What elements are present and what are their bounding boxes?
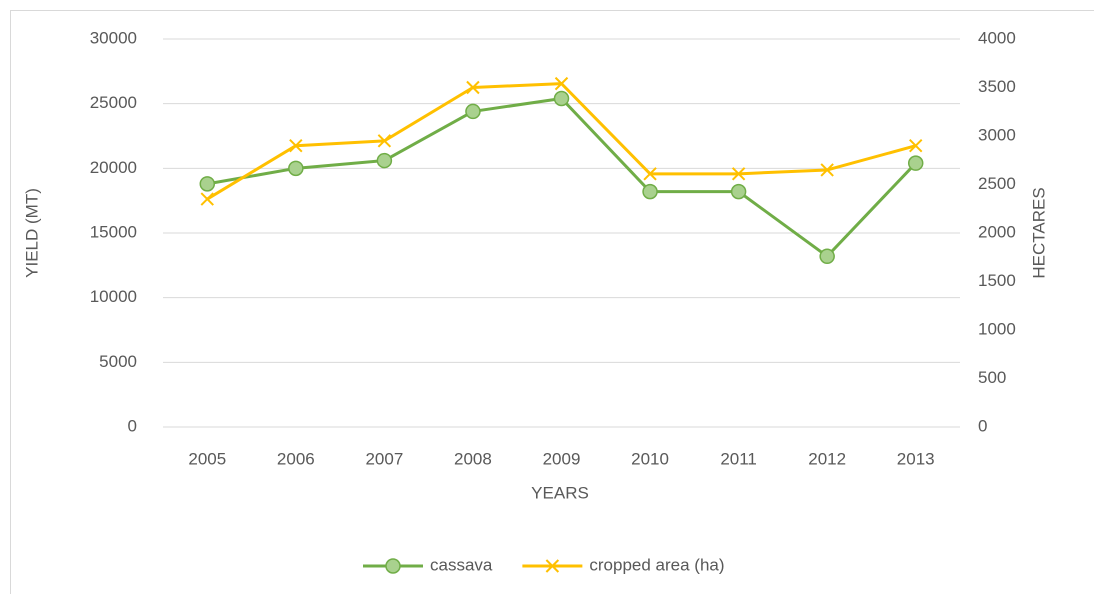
legend-label: cassava — [430, 555, 493, 574]
y2-tick-label: 2000 — [978, 222, 1016, 241]
legend-marker — [385, 558, 401, 574]
y2-axis-title: HECTARES — [1029, 187, 1048, 278]
y2-tick-label: 500 — [978, 368, 1006, 387]
y-tick-label: 10000 — [90, 287, 137, 306]
data-point — [377, 134, 392, 148]
data-point — [731, 167, 746, 181]
data-point — [553, 90, 570, 107]
y-tick-label: 25000 — [90, 93, 137, 112]
x-tick-label: 2006 — [277, 449, 315, 468]
y2-tick-label: 3500 — [978, 77, 1016, 96]
x-tick-label: 2011 — [720, 449, 757, 468]
legend-label: cropped area (ha) — [589, 555, 724, 574]
data-point — [289, 138, 303, 153]
y2-tick-label: 2500 — [978, 174, 1016, 193]
x-tick-label: 2009 — [543, 449, 581, 468]
chart-frame — [10, 10, 1094, 594]
x-axis-title: YEARS — [531, 483, 589, 502]
y-tick-label: 0 — [128, 416, 137, 435]
y-axis-title: YIELD (MT) — [22, 188, 41, 278]
data-point — [909, 138, 923, 153]
y-tick-label: 20000 — [90, 158, 137, 177]
data-point — [643, 167, 657, 181]
y2-tick-label: 0 — [978, 416, 987, 435]
x-tick-label: 2005 — [188, 449, 226, 468]
data-point — [642, 183, 658, 200]
data-point — [288, 160, 304, 177]
y2-tick-label: 1000 — [978, 319, 1016, 338]
y2-tick-label: 1500 — [978, 271, 1016, 290]
legend-marker — [545, 559, 560, 573]
data-point — [820, 163, 834, 177]
data-point — [554, 76, 569, 91]
data-point — [466, 80, 480, 95]
x-tick-label: 2010 — [631, 449, 669, 468]
y2-tick-label: 4000 — [978, 28, 1016, 47]
y2-tick-label: 3000 — [978, 125, 1016, 144]
x-tick-label: 2007 — [365, 449, 403, 468]
data-point — [819, 248, 835, 265]
data-point — [730, 183, 747, 200]
data-point — [376, 152, 393, 169]
y-tick-label: 30000 — [90, 28, 137, 47]
data-point — [199, 176, 216, 192]
data-point — [200, 192, 214, 206]
x-tick-label: 2013 — [897, 449, 935, 468]
data-point — [465, 103, 481, 120]
x-tick-label: 2012 — [808, 449, 846, 468]
y-tick-label: 5000 — [99, 352, 137, 371]
y-tick-label: 15000 — [90, 222, 137, 241]
x-tick-label: 2008 — [454, 449, 492, 468]
data-point — [907, 155, 924, 171]
